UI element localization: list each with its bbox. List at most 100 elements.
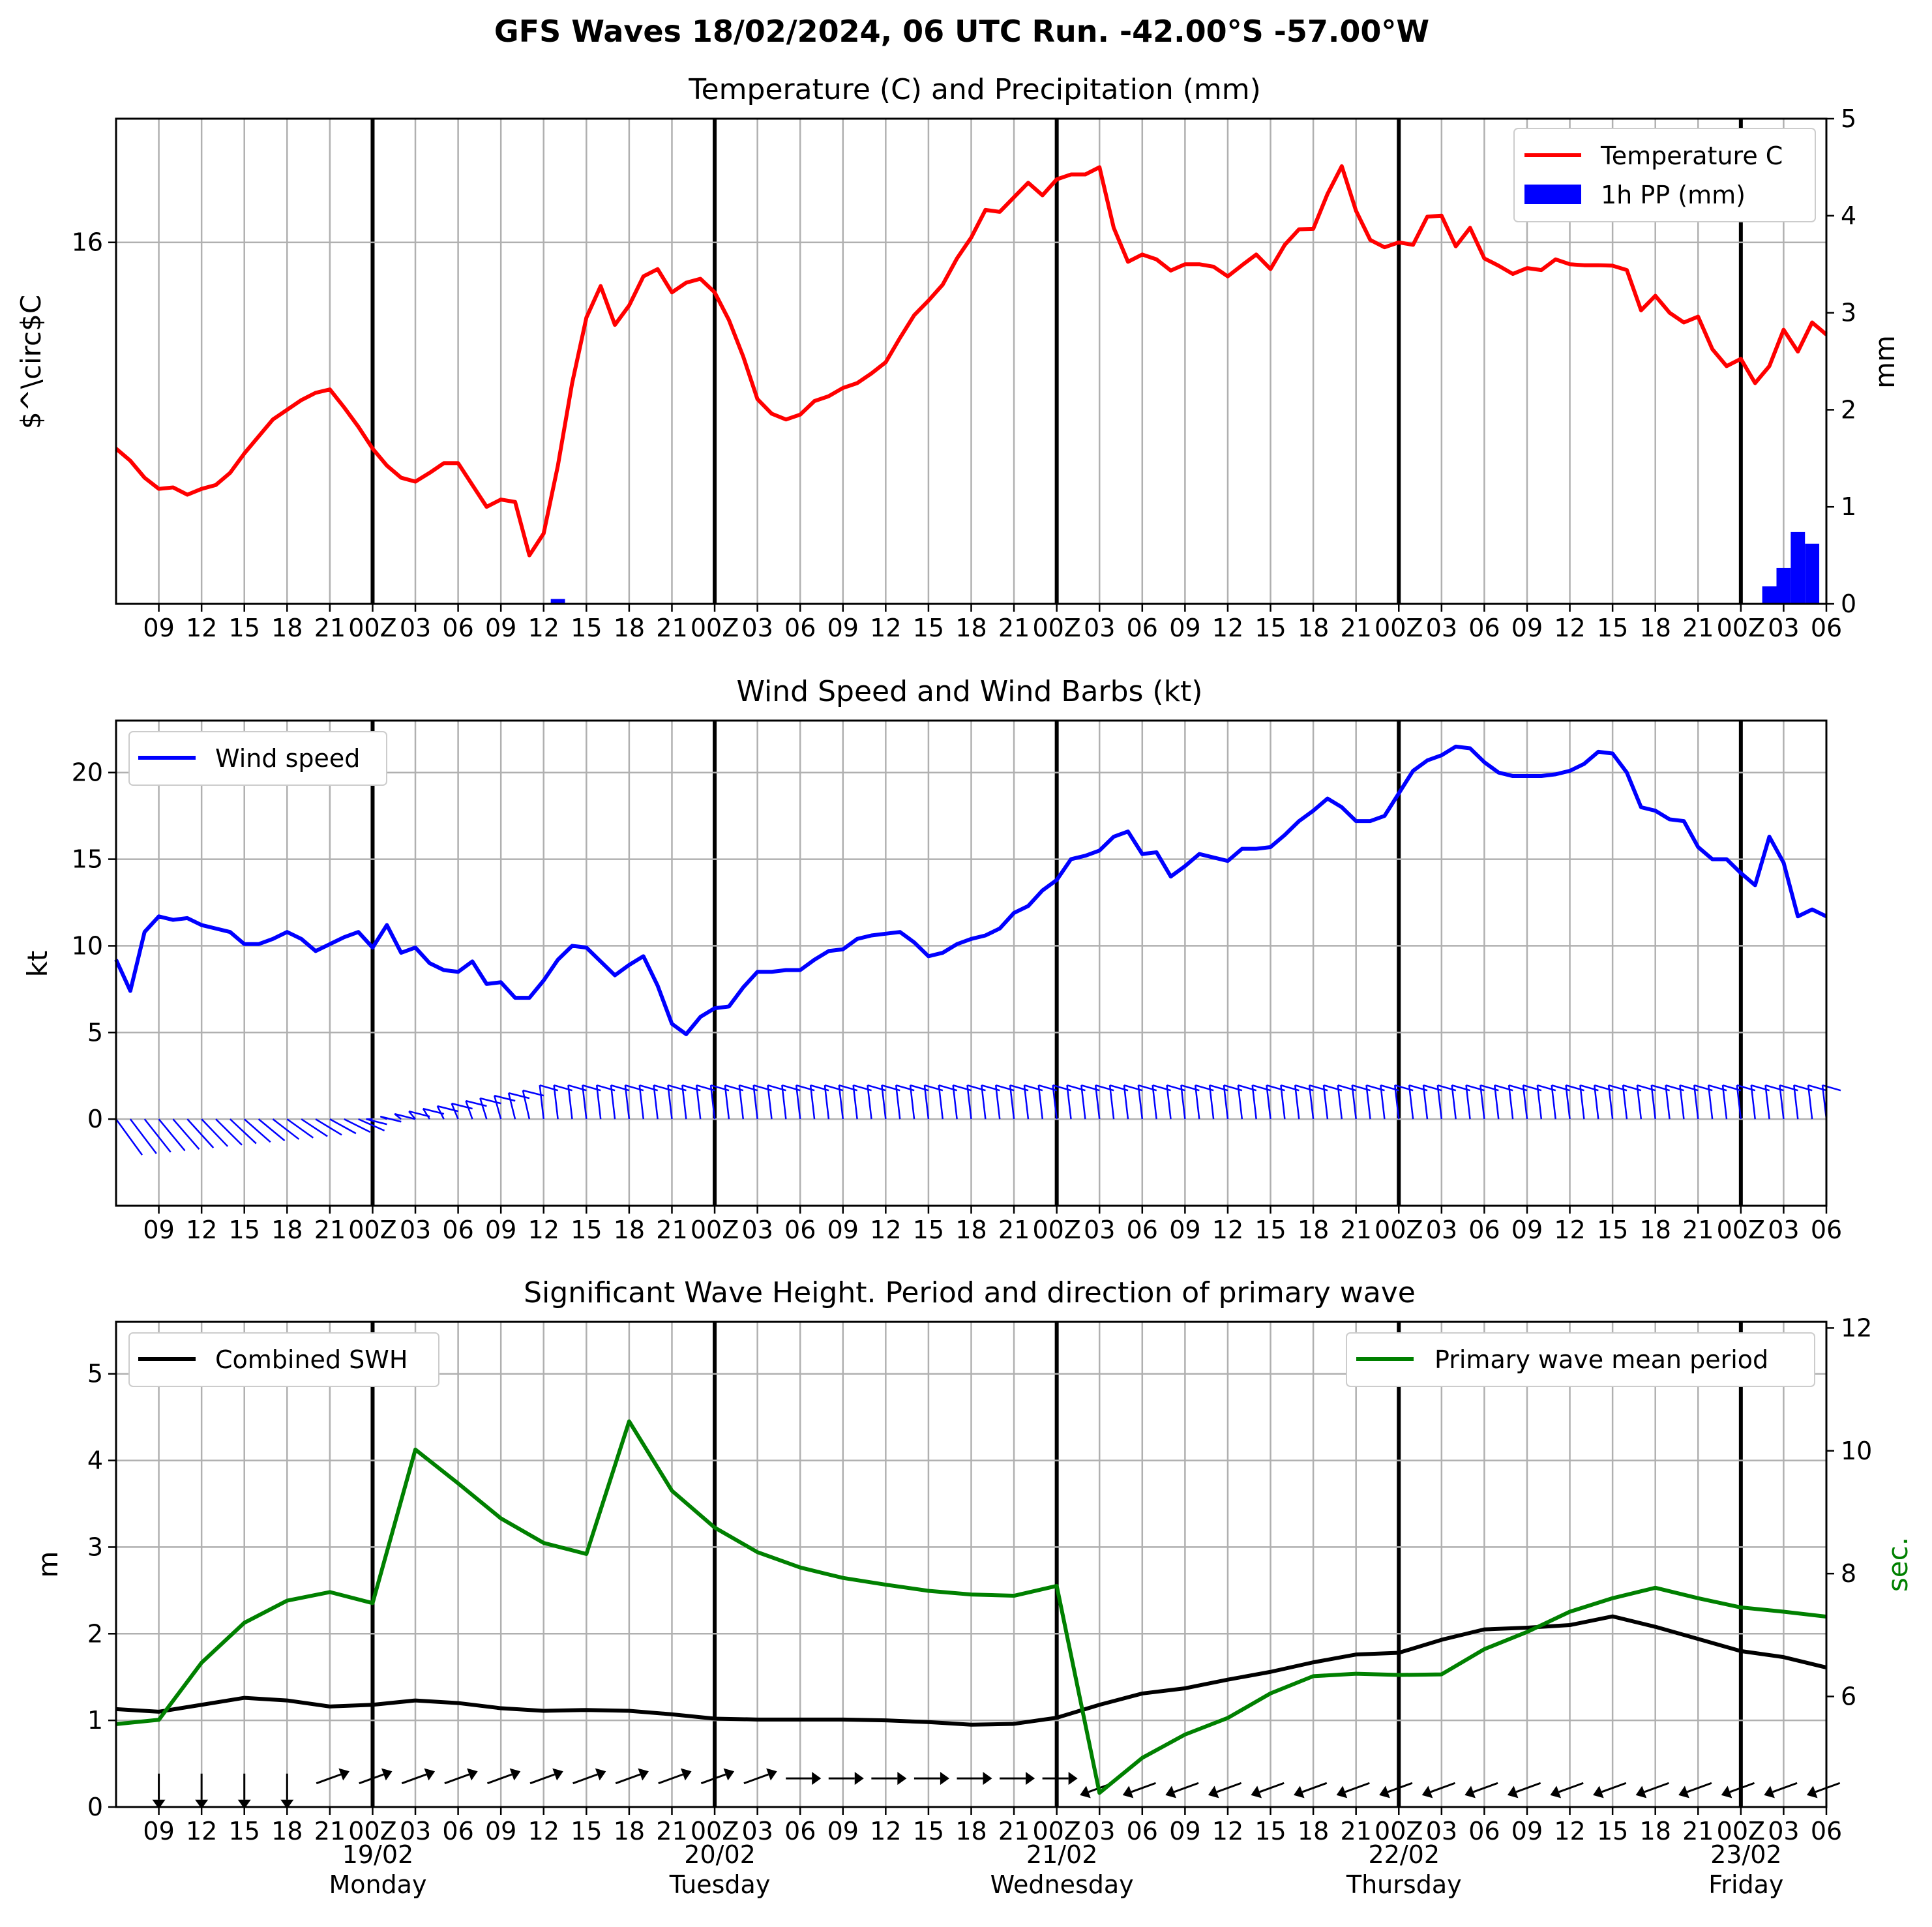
arrow-shaft — [1515, 1782, 1541, 1793]
arrow-head — [424, 1768, 436, 1781]
wind-barb — [1052, 1084, 1058, 1120]
arrow-head — [1806, 1785, 1818, 1799]
x-tick-label: 21 — [998, 1817, 1030, 1845]
wind-barb — [867, 1084, 872, 1120]
wave-lines — [115, 1419, 1827, 1795]
temperature-y-label-text: $^\circ$C — [15, 295, 47, 429]
x-tick-label: 21 — [1340, 614, 1371, 642]
wind-barb — [1622, 1084, 1628, 1120]
wind-barb — [301, 1118, 328, 1137]
wave-direction-arrow — [195, 1773, 209, 1809]
wind-barb — [1394, 1084, 1400, 1120]
wave-direction-arrow — [658, 1768, 692, 1785]
wind-barb-flag — [451, 1102, 473, 1110]
legend-wind-label: Wind speed — [215, 744, 360, 773]
wave-direction-arrow — [1464, 1782, 1498, 1799]
wind-barb — [681, 1084, 687, 1120]
wave-direction-arrow — [1042, 1772, 1078, 1785]
arrow-shaft — [1430, 1782, 1456, 1793]
wind-barb — [272, 1118, 300, 1140]
wind-barb — [1665, 1084, 1671, 1120]
arrow-head — [152, 1799, 166, 1809]
wave-direction-arrow — [743, 1768, 777, 1785]
wind-barb-flag — [494, 1094, 516, 1102]
wind-barb — [129, 1118, 157, 1154]
temperature-grid: 09 12 15 18 21 00Z 03 06 09 12 15 18 21 00Z 03 06 09 12 15… — [72, 104, 1857, 642]
wind-barb — [610, 1084, 616, 1120]
y2-tick-label: 10 — [1841, 1437, 1872, 1465]
x-tick-label: 06 — [1811, 614, 1842, 642]
x-tick-label: 09 — [485, 1216, 516, 1244]
wind-barb — [1308, 1084, 1315, 1120]
arrow-shaft — [444, 1773, 470, 1785]
x-tick-label: 03 — [400, 1817, 431, 1845]
arrow-head — [940, 1772, 949, 1785]
wave-direction-arrow — [1764, 1782, 1798, 1799]
arrow-shaft — [1558, 1782, 1584, 1793]
x-tick-label: 09 — [143, 1817, 174, 1845]
x-tick-label: 00Z — [1032, 614, 1080, 642]
x-tick-label: 15 — [1255, 1817, 1286, 1845]
x-tick-label: 03 — [1084, 1817, 1115, 1845]
wind-barb — [1494, 1084, 1500, 1120]
wind-barb — [1094, 1084, 1101, 1120]
arrow-head — [381, 1768, 393, 1781]
arrow-shaft — [359, 1773, 384, 1785]
arrow-head — [1208, 1785, 1219, 1799]
x-tick-label: 09 — [143, 1216, 174, 1244]
wave-direction-arrow — [1379, 1782, 1413, 1799]
x-tick-label: 18 — [271, 1216, 303, 1244]
x-tick-label: 03 — [1768, 1216, 1799, 1244]
wind-barb — [507, 1092, 516, 1120]
arrow-head — [1507, 1785, 1519, 1799]
wind-barb — [286, 1118, 314, 1139]
wind-barb — [1194, 1084, 1200, 1120]
wind-barb — [595, 1084, 602, 1120]
arrow-shaft — [529, 1773, 556, 1785]
x-tick-label: 03 — [1426, 614, 1457, 642]
period-y-label: sec. — [1882, 1537, 1914, 1592]
y-tick-label: 1 — [87, 1706, 103, 1735]
x-tick-label: 06 — [442, 614, 473, 642]
wind-barb — [1451, 1084, 1457, 1120]
wind-barb — [1108, 1084, 1115, 1120]
x-tick-label: 15 — [1597, 1216, 1628, 1244]
x-tick-label: 15 — [1255, 614, 1286, 642]
legend-swh-label: Combined SWH — [215, 1345, 408, 1374]
arrow-shaft — [1772, 1782, 1798, 1793]
precip-bars — [550, 531, 1820, 604]
wind-barb — [408, 1111, 416, 1120]
arrow-head — [983, 1772, 992, 1785]
x-tick-label: 03 — [1426, 1817, 1457, 1845]
y2-tick-label: 6 — [1841, 1682, 1856, 1710]
x-tick-label: 15 — [913, 1817, 944, 1845]
x-tick-label: 12 — [1212, 1216, 1243, 1244]
x-tick-label: 03 — [400, 614, 431, 642]
x-tick-label: 15 — [229, 1216, 260, 1244]
wind-barb — [215, 1118, 243, 1146]
x-tick-label: 06 — [1468, 614, 1500, 642]
x-tick-label: 03 — [1768, 1817, 1799, 1845]
wave-direction-arrow — [1336, 1782, 1370, 1799]
wave-direction-arrow — [529, 1768, 563, 1785]
arrow-head — [766, 1768, 777, 1781]
x-tick-label: 21 — [314, 1216, 346, 1244]
wind-barb — [752, 1084, 758, 1120]
x-tick-label: 12 — [1212, 614, 1243, 642]
wind-barb — [344, 1118, 371, 1133]
y-tick-label: 3 — [87, 1532, 103, 1561]
wind-barb — [881, 1084, 887, 1120]
wind-barb-flag — [466, 1099, 487, 1107]
x-tick-label: 03 — [741, 1216, 773, 1244]
x-tick-label: 09 — [1511, 614, 1543, 642]
x-tick-label: 12 — [528, 1817, 559, 1845]
x-tick-label: 15 — [1597, 1817, 1628, 1845]
wave-y-label: m — [32, 1551, 64, 1578]
temperature-lines — [115, 164, 1828, 558]
x-tick-label: 12 — [1554, 1216, 1585, 1244]
temperature-legend: Temperature C 1h PP (mm) — [1513, 128, 1816, 222]
x-tick-label: 09 — [1169, 1216, 1200, 1244]
wind-barb — [709, 1084, 716, 1120]
x-tick-label: 00Z — [1375, 1216, 1423, 1244]
